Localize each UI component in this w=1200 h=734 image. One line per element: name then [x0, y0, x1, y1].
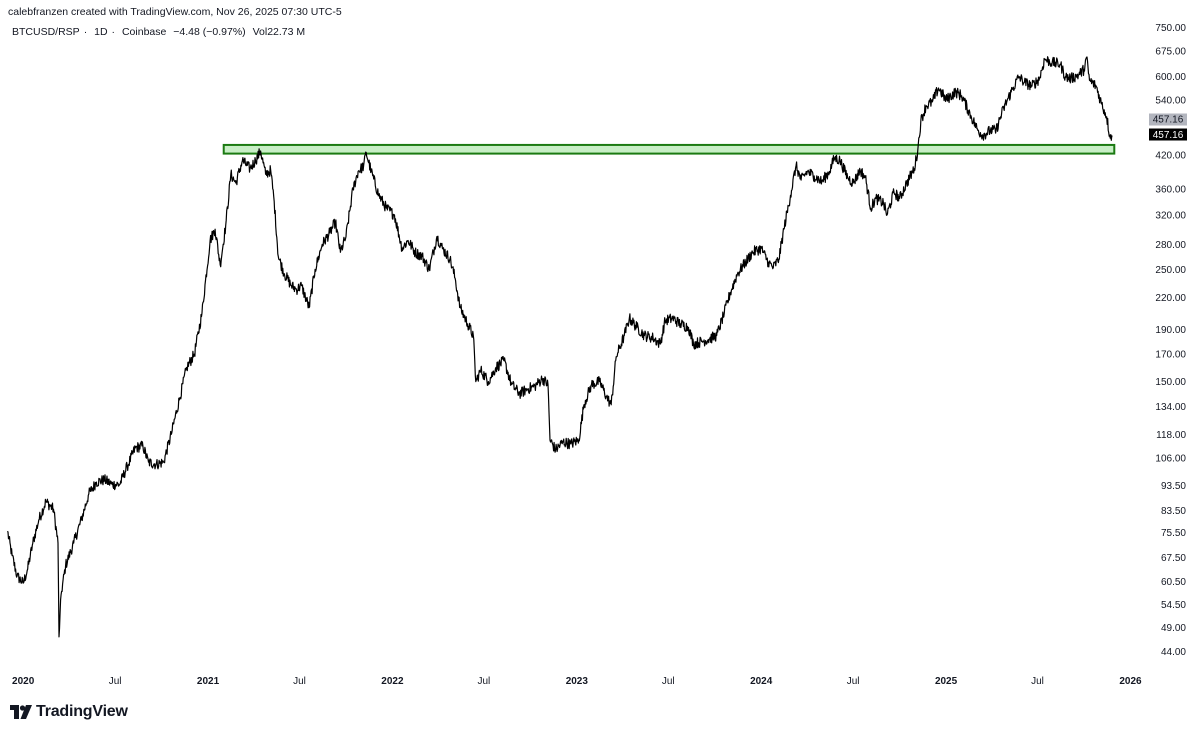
- resistance-zone-layer: [222, 143, 1116, 155]
- last-price-tag-previous: [1149, 113, 1187, 126]
- resistance-zone[interactable]: [222, 143, 1116, 155]
- y-tick-label: 750.00: [1155, 23, 1186, 34]
- x-tick-label: Jul: [662, 676, 675, 687]
- symbol-legend: BTCUSD/RSP · 1D · Coinbase −4.48 (−0.97%) …: [12, 26, 309, 38]
- x-tick-label: Jul: [109, 676, 122, 687]
- tradingview-logo-icon: [10, 705, 32, 719]
- x-tick-label: 2022: [381, 676, 404, 687]
- x-tick-label: Jul: [847, 676, 860, 687]
- y-tick-label: 75.50: [1161, 528, 1186, 539]
- last-price-tag: [1149, 128, 1187, 141]
- x-tick-label: Jul: [1031, 676, 1044, 687]
- x-tick-label: 2020: [12, 676, 35, 687]
- x-tick-label: 2021: [197, 676, 220, 687]
- y-tick-label: 54.50: [1161, 600, 1186, 611]
- legend-volume-value: 22.73 M: [267, 26, 306, 38]
- y-tick-label: 220.00: [1155, 293, 1186, 304]
- legend-volume-label: Vol: [252, 26, 268, 38]
- y-tick-label: 44.00: [1161, 647, 1186, 658]
- legend-symbol[interactable]: BTCUSD/RSP: [12, 26, 80, 38]
- x-tick-label: Jul: [477, 676, 490, 687]
- price-line[interactable]: [6, 56, 1113, 638]
- tradingview-brand[interactable]: TradingView: [10, 703, 128, 721]
- y-tick-label: 60.50: [1161, 577, 1186, 588]
- legend-interval[interactable]: 1D: [94, 26, 108, 38]
- chart-attribution: calebfranzen created with TradingView.co…: [8, 6, 342, 18]
- legend-exchange: Coinbase: [121, 26, 167, 38]
- x-tick-label: Jul: [293, 676, 306, 687]
- y-tick-label: 49.00: [1161, 623, 1186, 634]
- y-tick-label: 83.50: [1161, 506, 1186, 517]
- legend-change: −4.48 (−0.97%): [173, 26, 246, 38]
- y-tick-label: 118.00: [1156, 430, 1186, 441]
- y-tick-label: 420.00: [1155, 151, 1186, 162]
- x-tick-label: 2024: [750, 676, 773, 687]
- x-tick-label: 2026: [1119, 676, 1142, 687]
- y-tick-label: 360.00: [1155, 185, 1186, 196]
- brand-name: TradingView: [36, 703, 128, 720]
- y-tick-label: 67.50: [1161, 553, 1186, 564]
- y-tick-label: 150.00: [1155, 377, 1186, 388]
- legend-separator: ·: [83, 26, 88, 38]
- y-tick-label: 250.00: [1155, 265, 1186, 276]
- x-tick-label: 2025: [935, 676, 958, 687]
- y-tick-label: 540.00: [1155, 95, 1186, 106]
- y-tick-label: 675.00: [1155, 46, 1186, 57]
- price-series-layer: [6, 56, 1113, 638]
- y-tick-label: 600.00: [1155, 72, 1186, 83]
- y-tick-label: 134.00: [1155, 402, 1186, 413]
- y-tick-label: 106.00: [1155, 453, 1186, 464]
- last-price-label: 457.16: [1153, 130, 1184, 141]
- y-tick-label: 320.00: [1155, 210, 1186, 221]
- x-tick-label: 2023: [566, 676, 589, 687]
- y-tick-label: 280.00: [1155, 240, 1186, 251]
- y-axis[interactable]: 750.00 675.00 600.00 540.00 420.00 360.00 320.…: [1155, 23, 1186, 658]
- x-axis[interactable]: 2020 Jul 2021 Jul 2022 Jul 2023 Jul 2024 Jul 2025 J…: [12, 676, 1142, 687]
- y-tick-label: 170.00: [1155, 350, 1186, 361]
- y-tick-label: 93.50: [1161, 481, 1186, 492]
- last-price-tags: 457.16 457.16: [1149, 113, 1187, 141]
- legend-separator: ·: [111, 26, 116, 38]
- y-tick-label: 190.00: [1155, 325, 1186, 336]
- last-price-label-previous: 457.16: [1153, 115, 1184, 126]
